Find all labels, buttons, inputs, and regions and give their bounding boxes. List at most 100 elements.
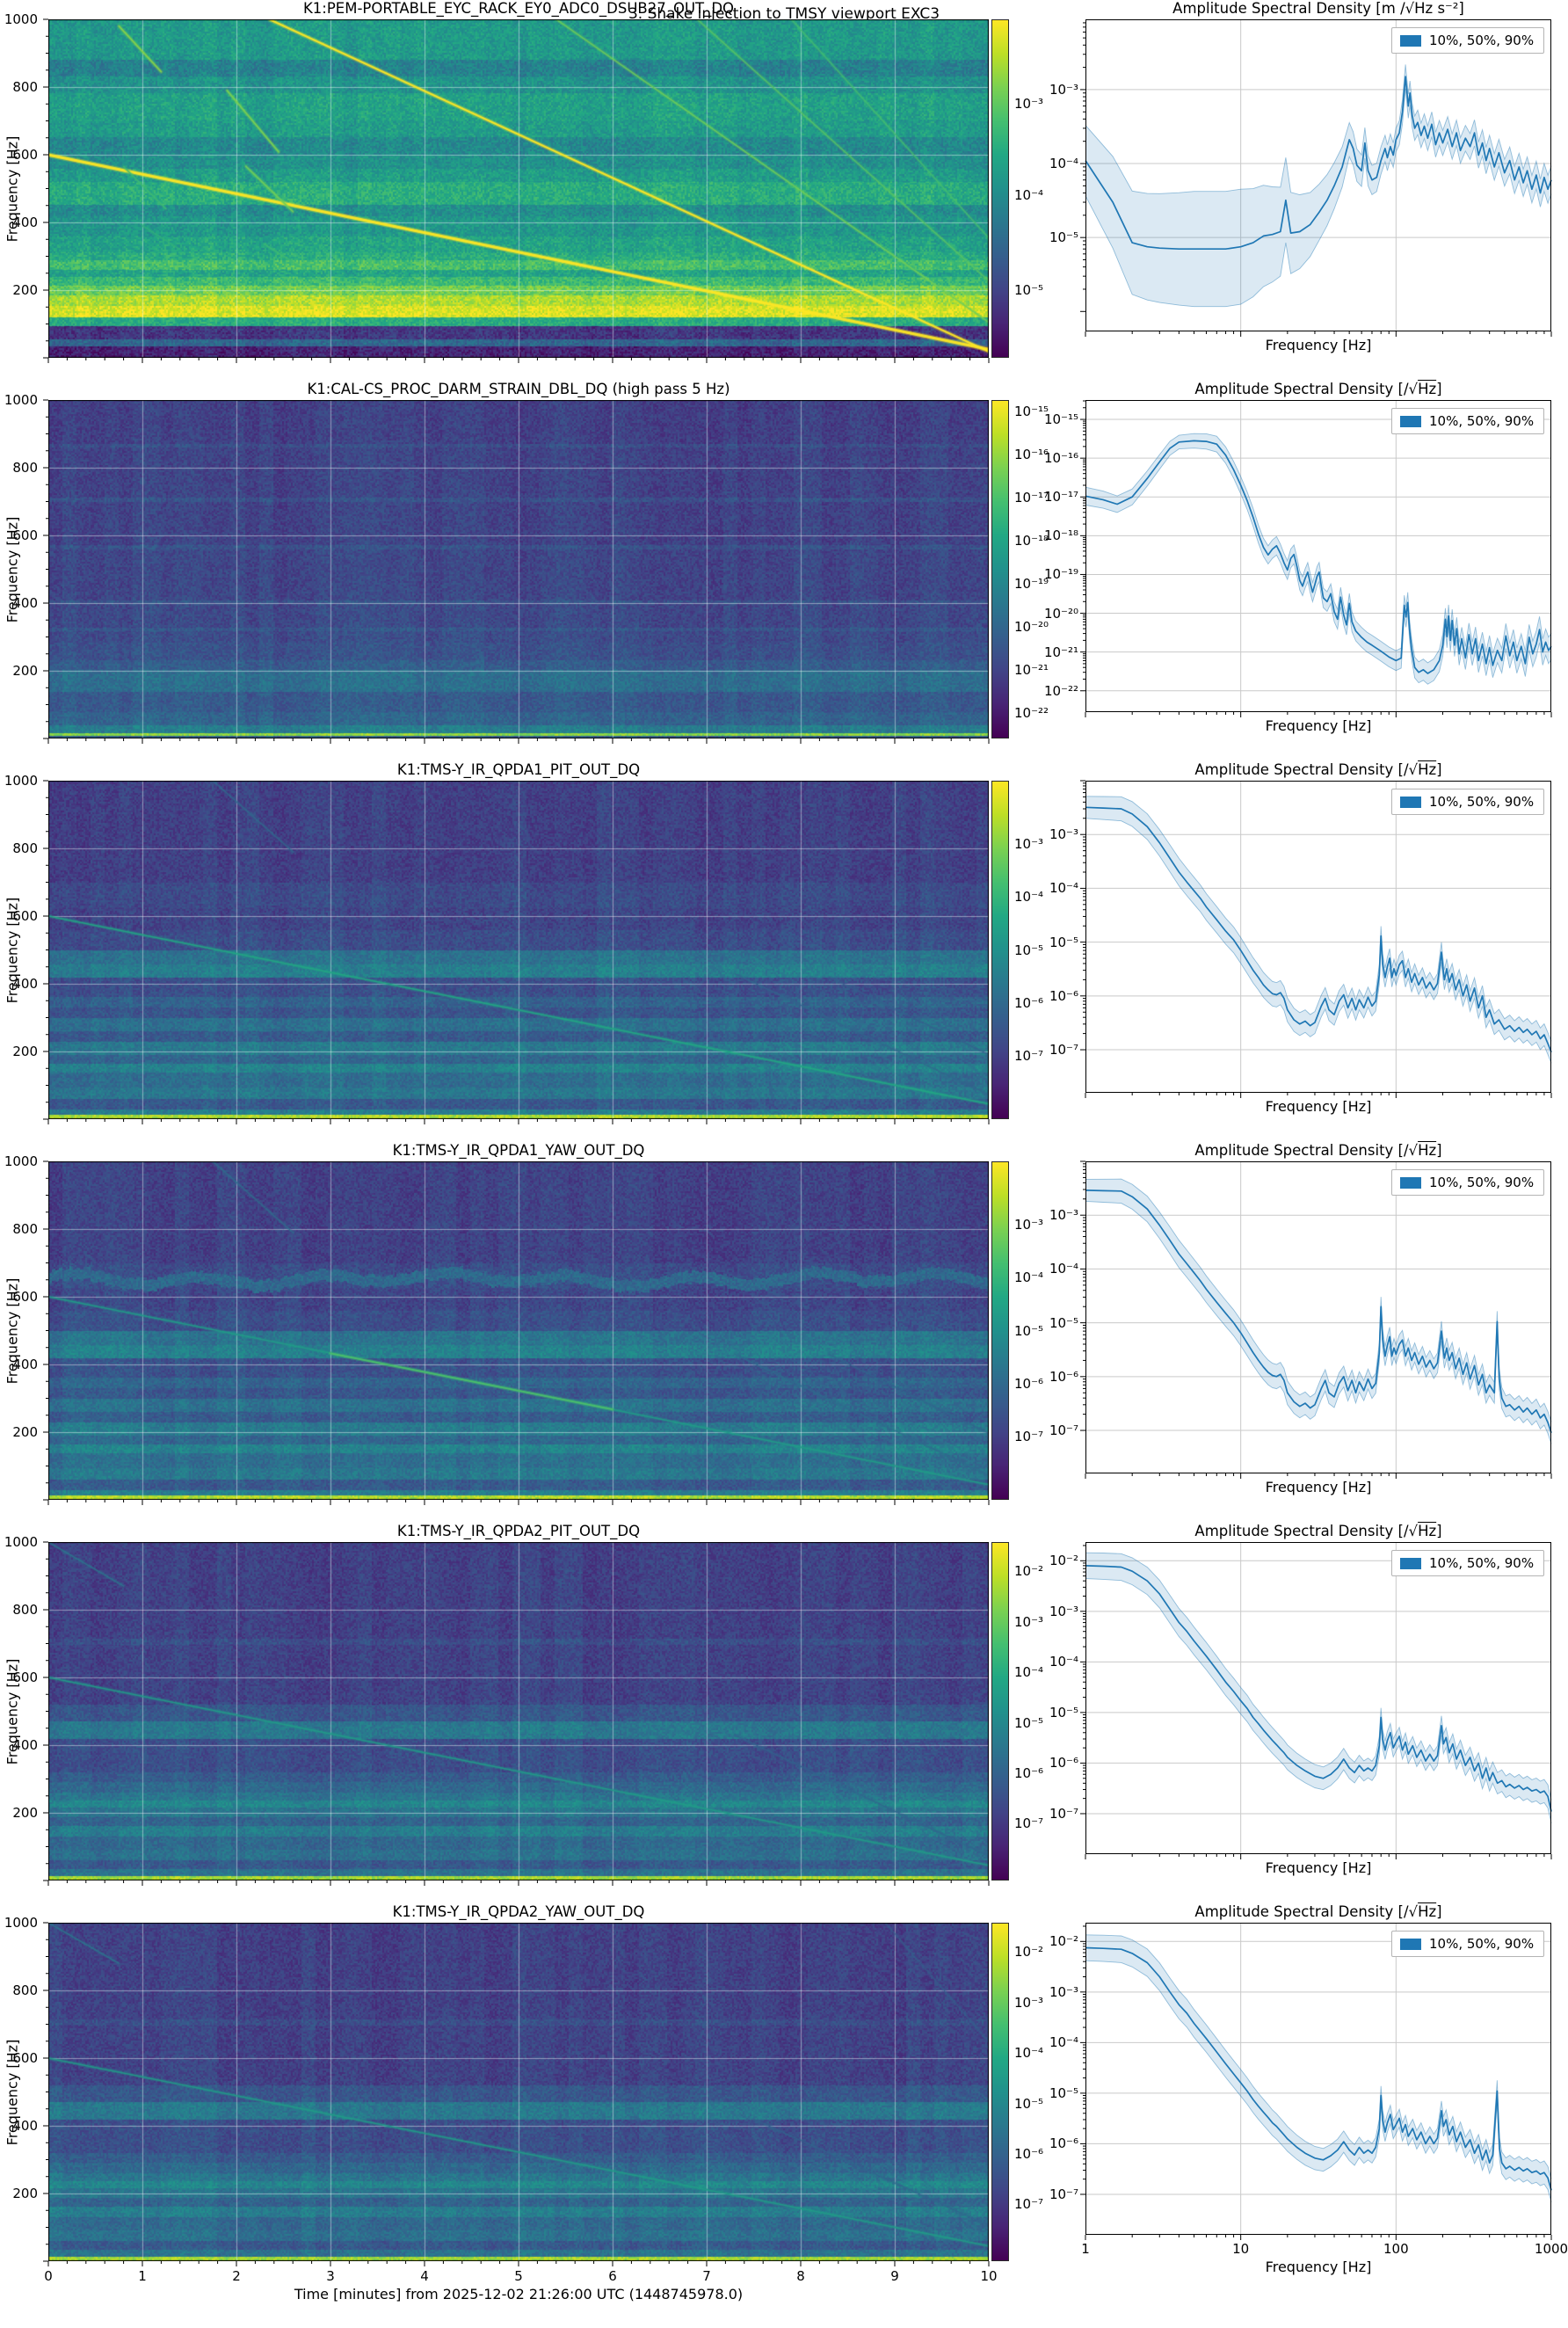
asd-title: Amplitude Spectral Density [/√Hz] (1194, 381, 1442, 397)
freq-tick-label: 800 (12, 1221, 38, 1237)
asd-ytick-label: 10⁻¹⁵ (1043, 411, 1078, 428)
asd-ytick-label: 10⁻⁴ (1049, 1654, 1078, 1670)
spectrogram-axes-ticks (43, 1160, 990, 1505)
colorbar-tick-label: 10⁻⁵ (1014, 282, 1044, 298)
asd-ytick-label: 10⁻² (1049, 1553, 1078, 1569)
asd-ytick-label: 10⁻²¹ (1043, 644, 1078, 660)
asd-ytick-label: 10⁻³ (1049, 1207, 1078, 1224)
time-tick-label: 8 (796, 2268, 805, 2284)
colorbar-tick-label: 10⁻⁶ (1014, 2145, 1044, 2162)
colorbar (991, 1923, 1009, 2261)
colorbar-tick-label: 10⁻³ (1014, 1216, 1044, 1233)
legend-label: 10%, 50%, 90% (1429, 1936, 1535, 1952)
colorbar (991, 19, 1009, 358)
colorbar (991, 1542, 1009, 1881)
freq-tick-label: 200 (12, 1424, 38, 1440)
colorbar-tick-label: 10⁻⁵ (1014, 2095, 1044, 2112)
time-tick-label: 3 (326, 2268, 335, 2284)
colorbar-tick-label: 10⁻⁴ (1014, 889, 1044, 906)
colorbar-tick-label: 10⁻¹⁷ (1014, 490, 1049, 506)
freq-tick-label: 200 (12, 663, 38, 679)
sqrt-hz-unit: Hz (1418, 1903, 1437, 1920)
asd-xlabel: Frequency [Hz] (1265, 337, 1372, 353)
colorbar-tick-label: 10⁻⁷ (1014, 1429, 1044, 1445)
colorbar-tick-label: 10⁻⁴ (1014, 1269, 1044, 1286)
legend-label: 10%, 50%, 90% (1429, 1175, 1535, 1190)
colorbar-tick-label: 10⁻²² (1014, 704, 1049, 721)
freq-tick-label: 1000 (4, 11, 38, 27)
time-tick-label: 1 (138, 2268, 147, 2284)
freq-tick-label: 800 (12, 1982, 38, 1998)
asd-ytick-label: 10⁻²⁰ (1043, 605, 1078, 622)
asd-ytick-label: 10⁻⁴ (1049, 2034, 1078, 2051)
asd-xtick-label: 1000 (1534, 2241, 1568, 2257)
panel-row: K1:CAL-CS_PROC_DARM_STRAIN_DBL_DQ (high … (0, 381, 1568, 761)
colorbar-tick-label: 10⁻⁵ (1014, 1322, 1044, 1339)
colorbar-tick-label: 10⁻⁴ (1014, 187, 1044, 204)
spectrogram-title: K1:TMS-Y_IR_QPDA2_YAW_OUT_DQ (392, 1903, 645, 1920)
freq-tick-label: 600 (12, 2050, 38, 2066)
freq-tick-label: 1000 (4, 1534, 38, 1550)
freq-tick-label: 1000 (4, 1915, 38, 1931)
colorbar-tick-label: 10⁻⁶ (1014, 1375, 1044, 1392)
asd-ytick-label: 10⁻⁶ (1049, 1368, 1078, 1385)
legend-swatch (1400, 1557, 1421, 1569)
asd-title: Amplitude Spectral Density [m /√Hz s⁻²] (1172, 0, 1464, 17)
colorbar-tick-label: 10⁻¹⁵ (1014, 404, 1049, 420)
legend-label: 10%, 50%, 90% (1429, 33, 1535, 48)
spectrogram-axes-ticks (43, 18, 990, 363)
spectrogram-plot (48, 1923, 989, 2261)
sqrt-hz-unit: Hz (1418, 761, 1437, 778)
panel-row: K1:PEM-PORTABLE_EYC_RACK_EY0_ADC0_DSUB27… (0, 0, 1568, 381)
legend: 10%, 50%, 90% (1391, 27, 1545, 54)
colorbar (991, 781, 1009, 1119)
freq-tick-label: 800 (12, 79, 38, 95)
spectrogram-title: K1:PEM-PORTABLE_EYC_RACK_EY0_ADC0_DSUB27… (302, 0, 735, 17)
legend-swatch (1400, 415, 1421, 427)
asd-xtick-label: 1 (1081, 2241, 1090, 2257)
sqrt-hz-unit: Hz (1418, 1523, 1437, 1539)
freq-tick-label: 1000 (4, 773, 38, 789)
time-tick-label: 6 (608, 2268, 617, 2284)
freq-tick-label: 200 (12, 282, 38, 298)
asd-ytick-label: 10⁻⁷ (1049, 1042, 1078, 1059)
spectrogram-plot (48, 400, 989, 738)
colorbar-tick-label: 10⁻² (1014, 1944, 1044, 1961)
sqrt-hz-unit: Hz (1414, 0, 1434, 17)
colorbar-tick-label: 10⁻⁵ (1014, 942, 1044, 958)
time-tick-label: 5 (514, 2268, 523, 2284)
freq-tick-label: 400 (12, 976, 38, 992)
asd-ytick-label: 10⁻⁶ (1049, 987, 1078, 1004)
colorbar-tick-label: 10⁻⁴ (1014, 1664, 1044, 1681)
spectrogram-plot (48, 1542, 989, 1881)
legend-label: 10%, 50%, 90% (1429, 1555, 1535, 1571)
spectrogram-title: K1:TMS-Y_IR_QPDA2_PIT_OUT_DQ (396, 1523, 641, 1539)
legend: 10%, 50%, 90% (1391, 1550, 1545, 1576)
asd-ytick-label: 10⁻⁵ (1049, 934, 1078, 950)
freq-tick-label: 400 (12, 595, 38, 611)
time-tick-label: 0 (44, 2268, 53, 2284)
asd-plot (1080, 1923, 1552, 2240)
asd-ytick-label: 10⁻³ (1049, 81, 1078, 98)
asd-plot (1080, 1160, 1552, 1479)
asd-plot (1080, 400, 1552, 717)
asd-ytick-label: 10⁻³ (1049, 1603, 1078, 1619)
spectrogram-title: K1:TMS-Y_IR_QPDA1_PIT_OUT_DQ (396, 761, 641, 778)
colorbar-tick-label: 10⁻²⁰ (1014, 618, 1049, 635)
colorbar-tick-label: 10⁻³ (1014, 96, 1044, 113)
asd-ytick-label: 10⁻⁴ (1049, 156, 1078, 172)
colorbar-tick-label: 10⁻⁶ (1014, 994, 1044, 1011)
legend-swatch (1400, 34, 1421, 47)
panel-row: K1:TMS-Y_IR_QPDA2_PIT_OUT_DQ Frequency [H… (0, 1523, 1568, 1903)
colorbar-tick-label: 10⁻³ (1014, 835, 1044, 852)
legend-swatch (1400, 1938, 1421, 1950)
freq-tick-label: 800 (12, 1602, 38, 1618)
spectrogram-title: K1:TMS-Y_IR_QPDA1_YAW_OUT_DQ (392, 1142, 645, 1159)
legend: 10%, 50%, 90% (1391, 1169, 1545, 1196)
asd-ytick-label: 10⁻¹⁶ (1043, 450, 1078, 467)
asd-ytick-label: 10⁻⁵ (1049, 1704, 1078, 1721)
asd-plot (1080, 780, 1552, 1098)
spectrogram-axes-ticks (43, 1541, 990, 1886)
legend-swatch (1400, 796, 1421, 808)
colorbar-tick-label: 10⁻² (1014, 1563, 1044, 1580)
